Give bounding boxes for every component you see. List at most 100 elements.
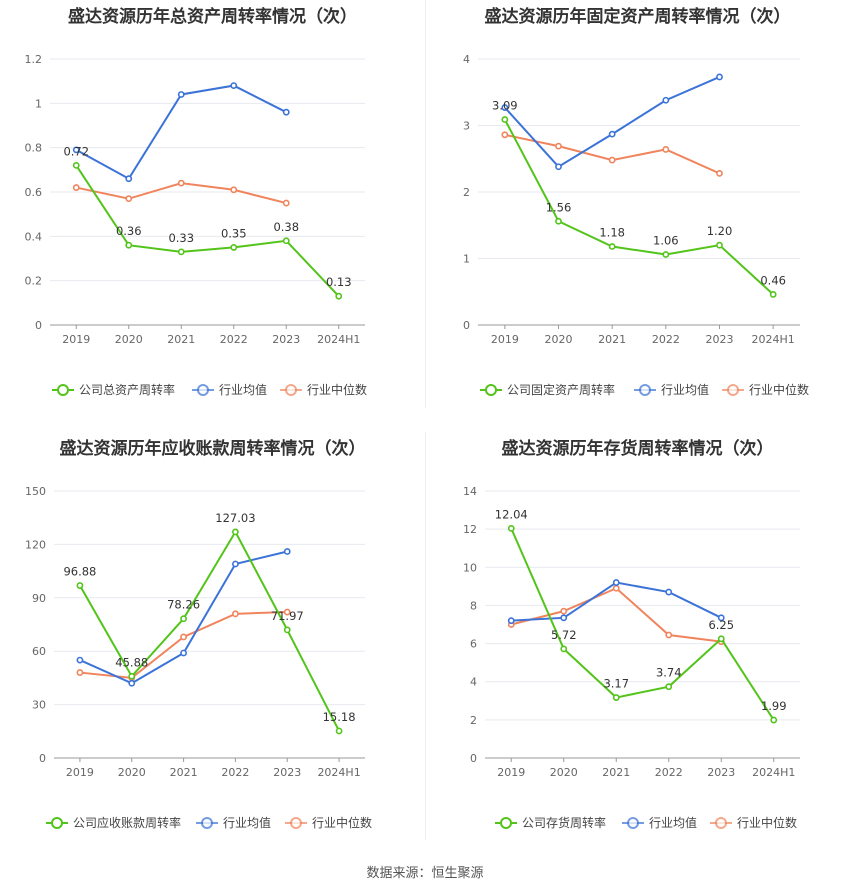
x-tick-label: 2020 [545,333,573,346]
data-label: 0.13 [326,275,352,289]
data-point [72,161,80,169]
legend-label: 公司固定资产周转率 [507,382,615,397]
panel-divider [425,432,426,840]
panel-divider [425,0,426,408]
data-point [72,184,80,191]
y-tick-label: 30 [32,699,46,712]
y-tick-label: 0 [35,319,42,332]
chart-title: 盛达资源历年存货周转率情况（次） [501,439,774,459]
data-point [608,130,616,138]
y-tick-label: 4 [470,676,477,689]
legend-label: 行业中位数 [307,382,367,397]
y-tick-label: 0.4 [25,230,43,243]
data-point [507,617,515,625]
data-point [128,679,136,687]
data-point [608,156,616,164]
chart-panel-total-asset-turnover: 盛达资源历年总资产周转率情况（次） 0 0.2 0.4 0.6 0.8 1 1.2 2019 2… [0,0,425,430]
data-point [717,635,725,643]
x-tick-label: 2024H1 [317,766,360,779]
legend-marker [639,384,651,396]
y-tick-label: 90 [32,592,46,605]
x-tick-label: 2019 [497,766,525,779]
legend-label: 公司应收账款周转率 [73,815,181,830]
data-point [555,142,562,150]
x-tick-label: 2021 [170,766,198,779]
legend-marker [51,817,63,829]
data-point [612,584,620,592]
y-tick-label: 10 [463,561,477,574]
data-point [230,186,238,194]
data-point [282,199,290,207]
data-label: 0.36 [116,224,142,238]
data-point [665,683,673,691]
series-line-1 [75,84,287,181]
x-tick-label: 2020 [550,766,578,779]
data-point [283,548,291,555]
data-label: 0.38 [273,220,299,234]
line-chart: 0 30 60 90 120 150 2019 2020 2021 2022 2023 2024H1 9… [25,485,372,830]
data-point [662,96,670,104]
chart-title: 盛达资源历年固定资产周转率情况（次） [484,7,791,27]
data-label: 1.20 [707,224,733,238]
x-tick-label: 2023 [272,333,300,346]
legend-label: 公司总资产周转率 [79,382,175,397]
data-point [716,169,723,177]
chart-title: 盛达资源历年总资产周转率情况（次） [68,7,357,27]
y-tick-label: 8 [470,599,477,612]
data-point [501,116,509,123]
data-point [177,91,185,98]
legend-label: 行业均值 [649,815,697,830]
data-point [72,146,80,154]
legend-label: 公司存货周转率 [522,815,606,830]
y-tick-label: 1 [463,253,470,266]
data-point [232,560,239,568]
x-tick-label: 2021 [167,333,195,346]
legend-marker [285,384,297,396]
x-tick-label: 2023 [706,333,734,346]
data-label: 3.74 [656,666,682,680]
data-point [283,626,291,634]
series-line-2 [511,587,722,643]
x-tick-label: 2020 [118,766,146,779]
data-point [125,175,133,183]
y-tick-label: 0 [470,752,477,765]
y-tick-label: 14 [463,485,477,498]
y-tick-label: 0.2 [25,275,43,288]
y-tick-label: 120 [25,538,46,551]
data-point [180,615,187,623]
x-tick-label: 2022 [220,333,248,346]
data-point [177,179,185,187]
series-line-0 [510,527,775,721]
data-label: 78.26 [167,598,200,612]
data-label: 1.56 [546,200,572,214]
data-point [232,610,239,618]
data-point [662,251,670,258]
data-point [335,292,343,300]
legend-marker [197,384,209,396]
x-tick-label: 2019 [62,333,90,346]
chart-panel-fixed-asset-turnover: 盛达资源历年固定资产周转率情况（次） 0 1 2 3 4 2019 2020 2021 2022… [425,0,850,430]
data-label: 0.46 [760,273,786,287]
data-source-label: 数据来源：恒生聚源 [366,866,484,881]
data-point [76,669,84,676]
legend-label: 行业均值 [661,382,709,397]
data-label: 0.35 [221,226,247,240]
legend-label: 行业中位数 [312,815,372,830]
y-tick-label: 0.8 [25,142,43,155]
series-line-0 [503,119,774,296]
chart-panel-receivables-turnover: 盛达资源历年应收账款周转率情况（次） 0 30 60 90 120 150 2019 2020… [0,432,425,862]
series-line-1 [504,76,720,169]
x-tick-label: 2023 [273,766,301,779]
data-label: 96.88 [63,565,96,579]
data-label: 6.25 [708,618,734,632]
y-tick-label: 1 [35,97,42,110]
data-label: 1.99 [761,699,787,713]
x-tick-label: 2024H1 [752,333,795,346]
data-point [76,656,84,664]
data-point [662,146,670,153]
data-point [283,608,291,616]
series-line-2 [504,133,720,175]
data-point [716,73,723,81]
x-tick-label: 2023 [707,766,735,779]
legend-label: 行业均值 [223,815,271,830]
